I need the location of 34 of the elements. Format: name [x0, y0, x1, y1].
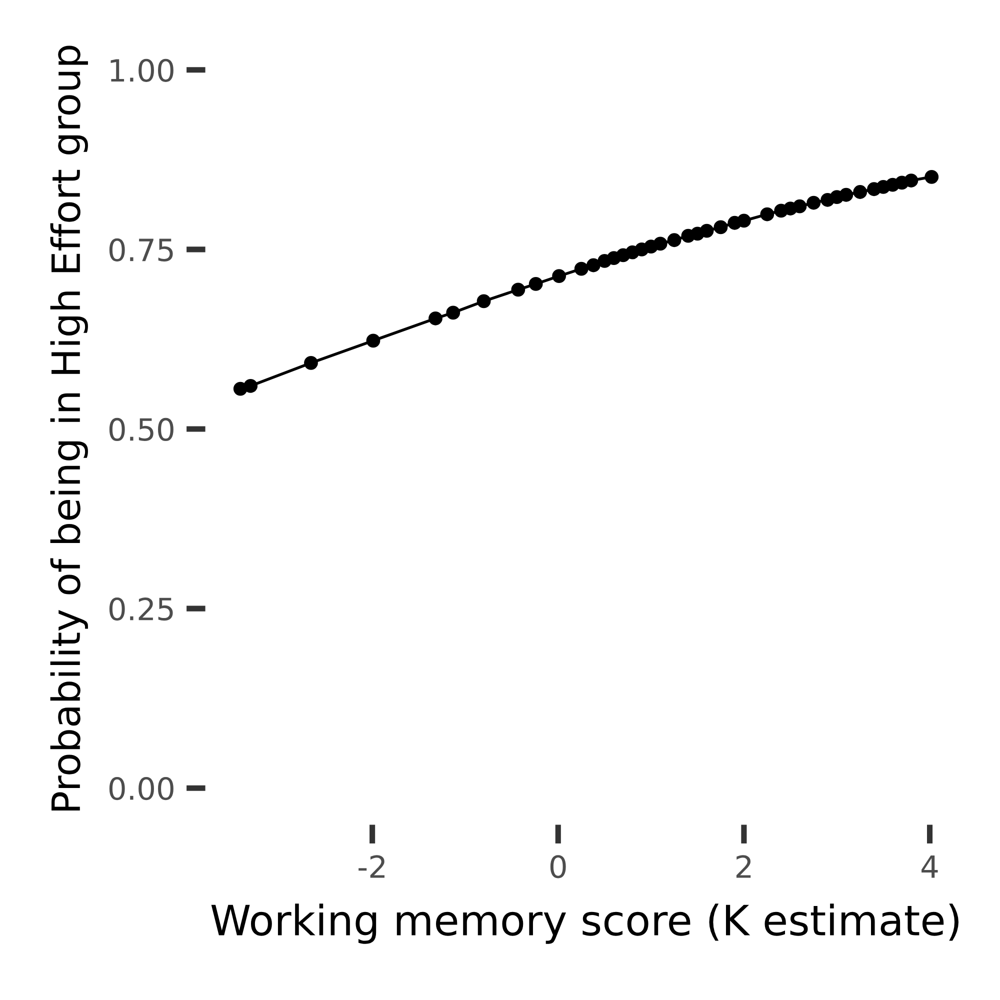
point: [244, 378, 258, 393]
point: [511, 282, 526, 297]
point: [924, 170, 939, 184]
point: [806, 196, 821, 210]
point: [428, 311, 442, 326]
point: [476, 294, 491, 308]
y-tick-label: 0.75: [109, 238, 173, 262]
x-tick-label: -2: [358, 855, 384, 878]
point: [839, 188, 854, 202]
point: [667, 233, 682, 248]
y-tick-label: 0.25: [109, 597, 173, 621]
point: [653, 236, 668, 251]
point: [446, 306, 460, 320]
point: [552, 269, 566, 283]
point: [700, 224, 714, 238]
point: [366, 334, 380, 348]
point: [853, 185, 868, 199]
x-axis-title: Working memory score (K estimate): [211, 904, 958, 944]
point: [792, 199, 807, 214]
point: [528, 276, 543, 291]
point: [904, 174, 918, 188]
point: [304, 356, 318, 370]
point: [574, 262, 588, 276]
x-tick-label: 4: [922, 855, 938, 878]
point: [714, 220, 728, 234]
point: [760, 207, 774, 222]
y-tick-label: 1.00: [110, 58, 174, 82]
point: [586, 258, 600, 272]
point: [737, 214, 751, 228]
y-tick-label: 0.00: [109, 777, 174, 800]
y-axis-title: Probability of being in High Effort group: [50, 46, 88, 811]
y-tick-label: 0.50: [109, 418, 174, 442]
x-tick-label: 0: [550, 855, 566, 878]
x-tick-label: 2: [736, 855, 751, 878]
